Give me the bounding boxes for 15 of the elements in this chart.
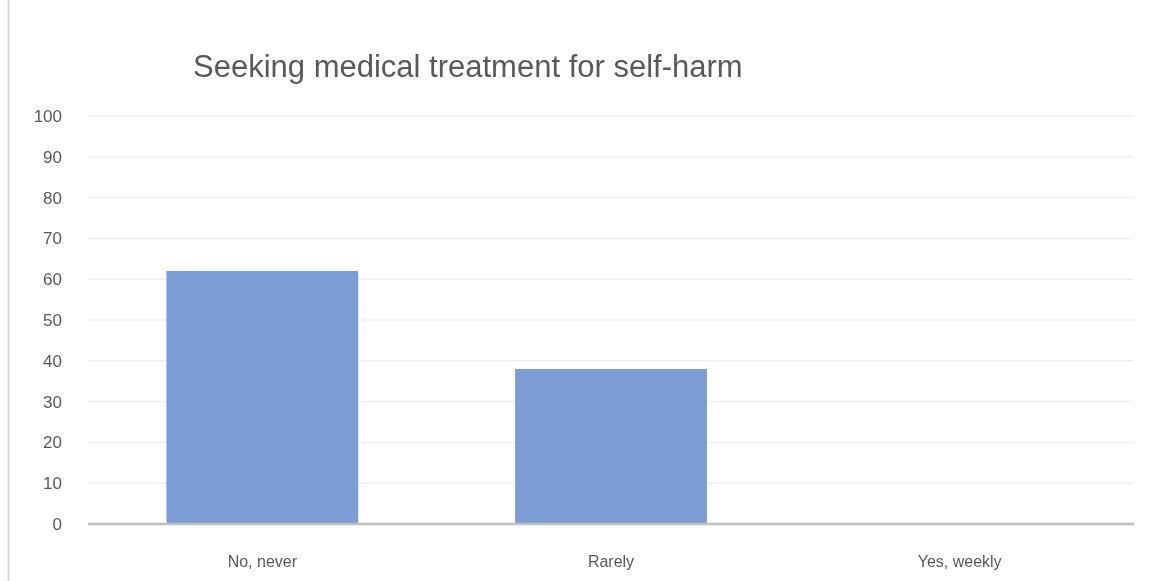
y-tick-label: 80 bbox=[43, 188, 62, 208]
y-tick-label: 90 bbox=[43, 147, 62, 167]
y-tick-label: 40 bbox=[43, 351, 62, 371]
y-tick-label: 60 bbox=[43, 270, 62, 290]
y-tick-label: 30 bbox=[43, 392, 62, 412]
y-tick-label: 100 bbox=[33, 106, 62, 126]
y-tick-label: 0 bbox=[52, 514, 62, 534]
x-tick-label: Rarely bbox=[587, 553, 635, 570]
y-tick-label: 10 bbox=[43, 474, 62, 494]
y-tick-label: 70 bbox=[43, 229, 62, 249]
x-tick-label: Yes, weekly bbox=[917, 553, 1002, 570]
chart-title: Seeking medical treatment for self-harm bbox=[193, 49, 743, 84]
y-tick-label: 50 bbox=[43, 310, 62, 330]
x-tick-label: No, never bbox=[227, 553, 298, 570]
y-tick-label: 20 bbox=[43, 433, 62, 453]
